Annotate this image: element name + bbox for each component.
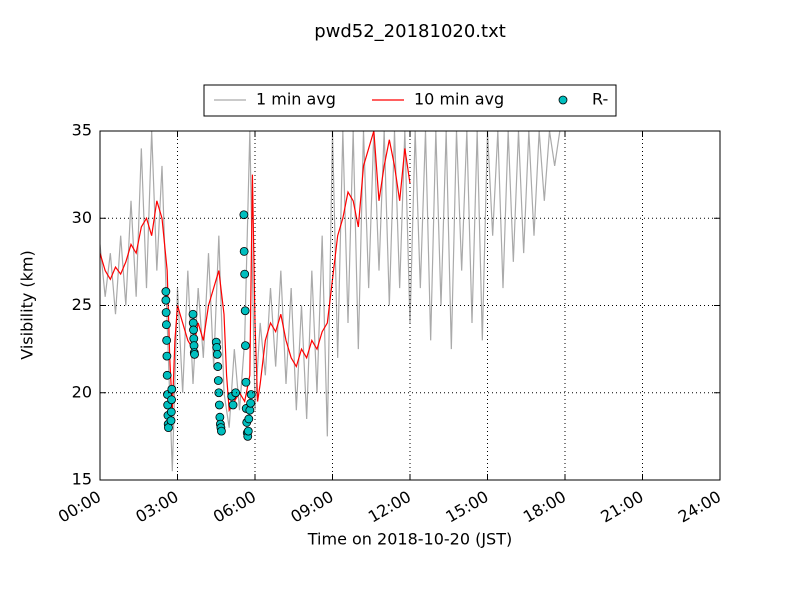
scatter-point [239,247,249,256]
y-axis-label: Visibility (km) [18,250,37,359]
x-tick-label: 09:00 [287,487,336,527]
x-axis-label: Time on 2018-10-20 (JST) [307,530,512,549]
plot-area [100,131,561,472]
y-tick-label: 15 [72,470,92,489]
x-tick-label: 21:00 [597,487,646,527]
chart-title: pwd52_20181020.txt [314,21,506,42]
legend-marker [558,95,568,105]
series-line [100,131,411,413]
scatter-point [240,306,250,316]
scatter-point [241,377,251,387]
scatter-point [167,395,176,405]
x-tick-label: 18:00 [520,487,569,527]
x-tick-label: 24:00 [675,487,724,527]
scatter-point [166,416,176,426]
scatter-point [213,362,223,371]
scatter-point [228,400,238,410]
y-tick-label: 20 [72,382,92,401]
scatter-point [214,388,224,398]
scatter-point [189,325,198,335]
scatter-point [162,335,172,345]
scatter-point [190,349,199,359]
y-tick-label: 30 [72,208,92,227]
scatter-point [213,376,223,385]
scatter-point [161,308,171,317]
scatter-point [188,309,198,319]
x-tick-label: 06:00 [210,487,259,527]
scatter-point [240,269,250,279]
scatter-point [161,320,171,330]
scatter-point [241,341,250,351]
scatter-point [239,210,249,220]
y-tick-label: 35 [72,121,92,140]
x-tick-label: 12:00 [365,487,414,527]
x-tick-label: 15:00 [442,487,491,527]
scatter-point [214,400,224,410]
scatter-point [161,287,171,296]
scatter-point [212,349,222,359]
scatter-point [167,384,177,394]
y-tick-label: 25 [72,295,92,314]
scatter-point [231,388,241,398]
scatter-point [162,370,172,380]
scatter-point [244,414,254,424]
legend-frame [203,84,617,117]
legend-label: 10 min avg [414,90,504,109]
scatter-point [162,351,172,361]
scatter-point [246,390,256,399]
legend-label: 1 min avg [256,90,336,109]
scatter-point [243,426,253,436]
legend: 1 min avg 10 min avg R- [203,84,617,117]
x-tick-label: 00:00 [55,487,104,527]
scatter-point [161,295,171,305]
x-tick-label: 03:00 [132,487,181,527]
scatter-point [246,398,256,408]
scatter-point [217,426,226,436]
scatter-point [166,407,176,417]
legend-label: R- [592,90,608,109]
